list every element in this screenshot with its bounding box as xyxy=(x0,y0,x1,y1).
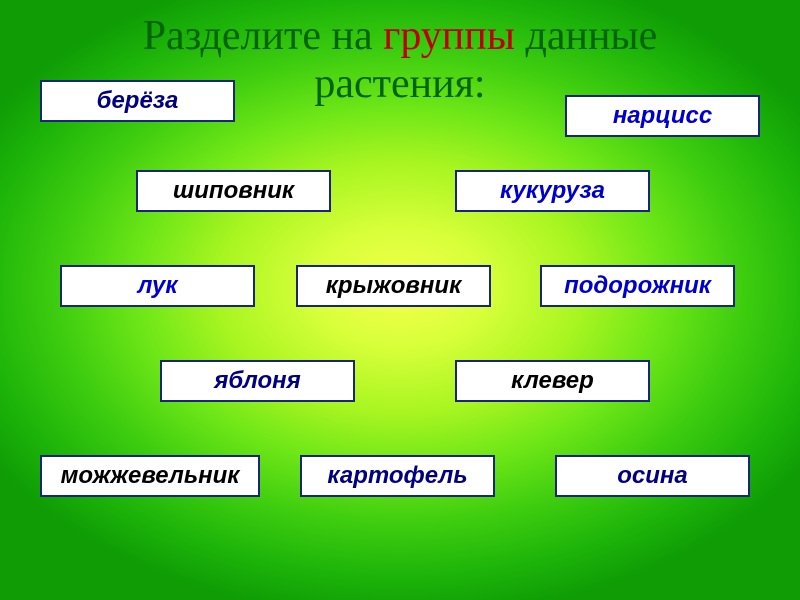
box-mozhzhevelnik[interactable]: можжевельник xyxy=(40,455,260,497)
title-word-3: данные xyxy=(515,13,657,59)
title-line-1: Разделите на группы данные xyxy=(0,12,800,60)
box-shipovnik-label: шиповник xyxy=(173,177,294,205)
box-kryzhovnik-label: крыжовник xyxy=(326,272,461,300)
slide-background: Разделите на группы данные растения: бер… xyxy=(0,0,800,600)
box-bereza-label: берёза xyxy=(97,87,179,115)
box-luk-label: лук xyxy=(137,272,177,300)
box-klever[interactable]: клевер xyxy=(455,360,650,402)
box-podorozhnik[interactable]: подорожник xyxy=(540,265,735,307)
box-kukuruza-label: кукуруза xyxy=(500,177,605,205)
box-podorozhnik-label: подорожник xyxy=(564,272,711,300)
box-luk[interactable]: лук xyxy=(60,265,255,307)
box-kartofel[interactable]: картофель xyxy=(300,455,495,497)
box-kartofel-label: картофель xyxy=(327,462,467,490)
box-kukuruza[interactable]: кукуруза xyxy=(455,170,650,212)
title-word-1: Разделите на xyxy=(143,13,383,59)
box-nartsiss[interactable]: нарцисс xyxy=(565,95,760,137)
box-osina-label: осина xyxy=(617,462,688,490)
box-shipovnik[interactable]: шиповник xyxy=(136,170,331,212)
title-word-2: группы xyxy=(383,13,515,59)
box-yablonya-label: яблоня xyxy=(214,367,301,395)
title-word-4: растения: xyxy=(314,61,485,107)
box-mozhzhevelnik-label: можжевельник xyxy=(61,462,240,490)
box-bereza[interactable]: берёза xyxy=(40,80,235,122)
box-nartsiss-label: нарцисс xyxy=(613,102,712,130)
box-yablonya[interactable]: яблоня xyxy=(160,360,355,402)
box-osina[interactable]: осина xyxy=(555,455,750,497)
box-kryzhovnik[interactable]: крыжовник xyxy=(296,265,491,307)
box-klever-label: клевер xyxy=(511,367,594,395)
